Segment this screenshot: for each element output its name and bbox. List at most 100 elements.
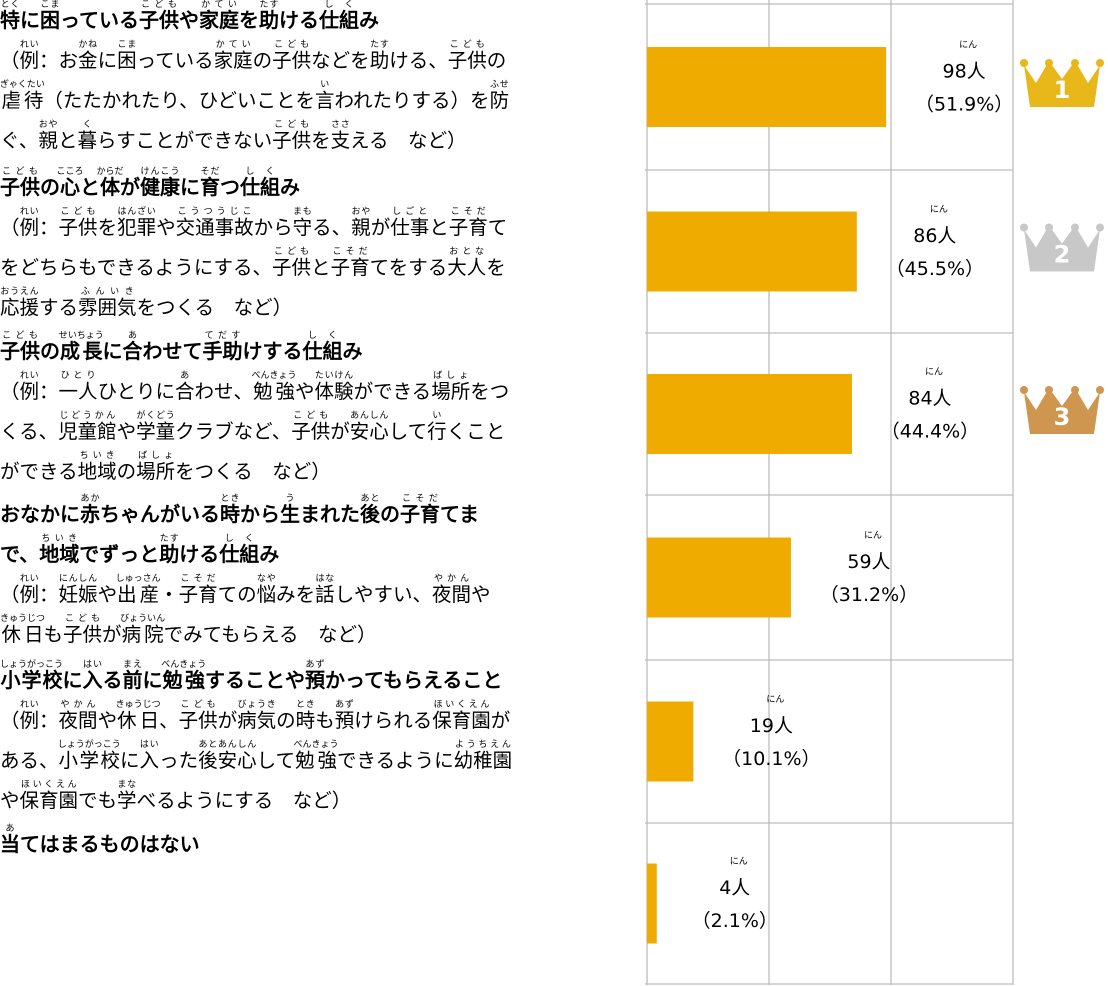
- ruby-reading: こども: [0, 331, 40, 341]
- ruby-reading: おや: [351, 207, 371, 217]
- ruby-base: 犯罪: [117, 216, 157, 239]
- crown-jewel: [1071, 59, 1079, 67]
- ruby-base: 悩: [256, 583, 277, 606]
- crown-jewel: [1071, 223, 1079, 232]
- ruby-base: 病気: [237, 709, 277, 732]
- text: の: [40, 175, 60, 199]
- ruby-text: 育そだ: [200, 167, 220, 199]
- text: や: [97, 709, 118, 732]
- ruby-base: 子育: [400, 502, 440, 526]
- category-example: （例れい：一人ひとりひとりに合あわせ、勉強べんきょうや体験たいけんができる場所ば…: [0, 371, 640, 411]
- ruby-base: 安心: [349, 420, 389, 443]
- ruby-text: 子供こども: [0, 167, 40, 199]
- text: み: [259, 542, 280, 566]
- crown-jewel: [1096, 59, 1104, 67]
- ruby-base: 赤: [80, 502, 100, 526]
- value-label-ruby: にん: [959, 40, 977, 51]
- bar: [647, 211, 857, 292]
- ruby-reading: たす: [259, 0, 279, 10]
- category-title: 小学校しょうがっこうに入はいる前まえに勉強べんきょうすることや預あずかってもらえ…: [0, 660, 640, 700]
- text: わせ、: [194, 380, 254, 403]
- ruby-reading: ふせ: [489, 80, 510, 90]
- ruby-text: 夜間やかん: [59, 700, 98, 732]
- ruby-reading: とく: [0, 0, 20, 10]
- text: をどちらもできるようにする、: [0, 256, 273, 279]
- text: の: [276, 709, 296, 732]
- ruby-reading: れい: [19, 574, 40, 584]
- ruby-reading: こども: [178, 700, 218, 710]
- ruby-base: 子供: [272, 129, 312, 152]
- ruby-text: 前まえ: [123, 660, 143, 692]
- ruby-text: 合あ: [123, 331, 143, 363]
- ruby-base: 守: [292, 216, 313, 239]
- ruby-text: 時とき: [220, 494, 240, 526]
- ruby-reading: はんざい: [117, 207, 157, 217]
- ruby-text: 児童館じどうかん: [58, 411, 117, 443]
- ruby-reading: あとあんしん: [198, 740, 257, 750]
- text: ける: [279, 8, 319, 32]
- ruby-reading: あ: [174, 371, 195, 381]
- ruby-text: 守まも: [292, 207, 313, 239]
- text: する: [39, 296, 79, 319]
- text: が: [370, 216, 391, 239]
- ruby-reading: なや: [256, 574, 277, 584]
- ruby-reading: い: [315, 80, 335, 90]
- ruby-reading: こころ: [56, 167, 84, 177]
- ruby-reading: てだす: [202, 331, 243, 341]
- category-title: で、地域ちいきでずっと助たすける仕組しくみ: [0, 534, 640, 574]
- ruby-reading: こま: [40, 0, 60, 10]
- ruby-text: 子供こども: [272, 120, 312, 152]
- ruby-reading: こそだ: [330, 247, 370, 257]
- text: ：: [39, 709, 59, 732]
- ruby-text: 健康けんこう: [140, 167, 180, 199]
- ruby-reading: こま: [117, 40, 137, 50]
- ruby-reading: かてい: [199, 0, 239, 10]
- text: を: [97, 216, 118, 239]
- ruby-text: 小学校しょうがっこう: [0, 660, 63, 692]
- ruby-text: 応援おうえん: [0, 287, 39, 319]
- crown-jewel: [1096, 386, 1104, 394]
- ruby-base: 子供: [63, 623, 103, 646]
- ruby-reading: はい: [139, 740, 160, 750]
- ruby-text: 例れい: [20, 574, 40, 606]
- ruby-text: 例れい: [20, 700, 40, 732]
- ruby-base: 場所: [136, 460, 176, 483]
- ruby-text: 子供こども: [448, 40, 487, 72]
- ruby-base: 例: [19, 49, 40, 72]
- bar: [647, 863, 657, 944]
- ruby-text: 学まな: [117, 780, 137, 812]
- ruby-base: 家庭: [199, 8, 239, 32]
- ruby-reading: しごと: [390, 207, 430, 217]
- ruby-base: 生: [280, 502, 300, 526]
- text: して: [256, 749, 296, 772]
- text: などを: [311, 49, 370, 72]
- ruby-text: 体からだ: [97, 167, 124, 199]
- ruby-text: 後あと: [360, 494, 380, 526]
- text: が: [490, 709, 511, 732]
- ruby-reading: ちいき: [77, 451, 117, 461]
- percent-label: （51.9%）: [915, 94, 1013, 116]
- category-title: 子供こどもの心こころと体からだが健康けんこうに育そだつ仕組しくみ: [0, 167, 640, 207]
- bar: [647, 537, 791, 618]
- text: が: [217, 709, 238, 732]
- crown-jewel: [1020, 223, 1028, 232]
- ruby-base: 仕事: [390, 216, 430, 239]
- ruby-text: 困こま: [40, 0, 60, 32]
- ruby-base: 学童: [136, 420, 176, 443]
- text: で、: [0, 542, 40, 566]
- text: くこと: [446, 420, 506, 443]
- ruby-text: 勉強べんきょう: [161, 660, 206, 692]
- ruby-text: 防ふせ: [490, 80, 510, 112]
- text: ある、: [0, 749, 59, 772]
- text: える など）: [350, 129, 467, 152]
- ruby-reading: こども: [272, 120, 312, 130]
- text: に: [120, 749, 140, 772]
- text: や: [179, 8, 199, 32]
- ruby-base: 子育: [448, 216, 488, 239]
- ruby-base: 地域: [77, 460, 117, 483]
- ruby-base: 助: [369, 49, 390, 72]
- ruby-text: 助たす: [259, 0, 279, 32]
- text: や: [0, 789, 20, 812]
- ruby-text: 子供こども: [0, 331, 40, 363]
